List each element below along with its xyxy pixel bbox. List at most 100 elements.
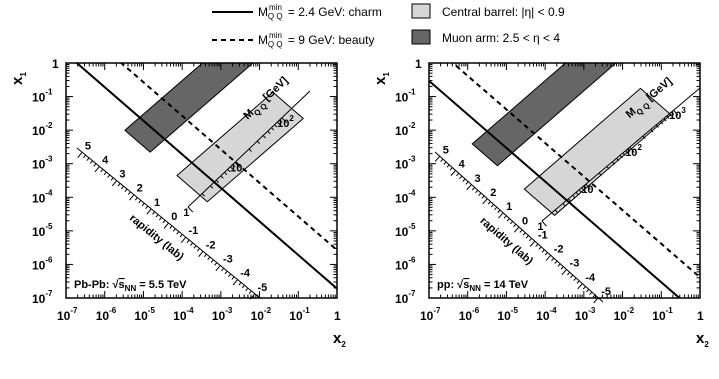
y-tick-label-exp: -7 [45, 289, 53, 298]
plot-area [75, 63, 337, 290]
rapidity-minor-tick [490, 204, 495, 208]
x-tick-label: 10-1 [652, 306, 673, 323]
mass-tick-label-base: 1 [537, 221, 543, 233]
mass-minor-tick [611, 161, 615, 165]
rapidity-minor-tick [158, 217, 162, 221]
rapidity-tick-label: -2 [206, 239, 216, 251]
mass-minor-tick [572, 194, 576, 199]
rapidity-tick-label: 2 [490, 187, 496, 199]
rapidity-tick-label: 1 [154, 197, 160, 209]
rapidity-tick [498, 212, 504, 219]
rapidity-tick-label: 5 [85, 140, 91, 152]
rapidity-minor-tick [224, 270, 228, 275]
mass-minor-tick [279, 119, 283, 123]
rapidity-tick-label: -4 [585, 272, 596, 284]
system-label: Pb-Pb: √sNN = 5.5 TeV [74, 279, 187, 293]
x-tick-label: 10-3 [575, 306, 596, 323]
x-tick-label: 10-2 [614, 306, 635, 323]
rapidity-minor-tick [107, 174, 111, 178]
x-tick-label-base: 10 [251, 309, 265, 323]
rapidity-minor-tick [248, 290, 252, 294]
y-tick-label-exp: -6 [408, 255, 416, 264]
rapidity-minor-tick [83, 154, 87, 159]
x-axis-title-sub: 2 [341, 340, 346, 349]
rapidity-tick-label: -4 [240, 268, 251, 280]
x-tick-label: 10-3 [212, 306, 233, 323]
rapidity-minor-tick [573, 277, 577, 281]
x-tick-label-base: 10 [173, 309, 187, 323]
rapidity-minor-tick [567, 271, 571, 276]
x-tick-label-base: 10 [212, 309, 226, 323]
x-tick-label-base: 10 [536, 309, 550, 323]
rapidity-minor-tick [245, 287, 249, 292]
legend-beauty-text: Mmin Q Q = 9 GeV: beauty [258, 31, 375, 49]
x-tick-label-exp: -7 [70, 306, 78, 315]
rapidity-minor-tick [519, 229, 523, 233]
rapidity-tick [434, 155, 441, 162]
rapidity-minor-tick [513, 223, 517, 228]
rapidity-minor-tick [506, 218, 510, 222]
mass-minor-tick [598, 172, 602, 176]
x-tick-label-exp: -5 [511, 306, 519, 315]
mass-minor-tick [256, 140, 261, 144]
x-tick-label-exp: -3 [588, 306, 596, 315]
mass-minor-tick [650, 129, 654, 133]
x-tick-label-exp: -4 [187, 306, 195, 315]
rapidity-tick-label: 4 [459, 159, 466, 171]
x-tick-label-base: 10 [420, 309, 434, 323]
rapidity-minor-tick [443, 161, 447, 165]
y-tick-label: 10-7 [395, 289, 416, 306]
system-label-post: = 14 TeV [481, 279, 529, 291]
mass-minor-tick [276, 121, 281, 125]
mass-minor-tick [663, 118, 667, 122]
x-tick-label: 10-7 [57, 306, 78, 323]
system-label-sqrt: s [463, 279, 469, 291]
mass-minor-tick [248, 148, 252, 152]
rapidity-tick-label: -2 [554, 244, 564, 256]
mass-tick-label-base: 10 [581, 184, 593, 196]
y-tick-label-exp: -5 [45, 222, 53, 231]
legend-muon-text: Muon arm: 2.5 < η < 4 [442, 31, 560, 45]
rapidity-tick-label: 3 [119, 169, 125, 181]
rapidity-minor-tick [117, 183, 121, 187]
rapidity-tick [466, 184, 472, 191]
rapidity-tick [146, 208, 152, 215]
y-tick-label-base: 10 [395, 124, 409, 138]
y-tick-label: 10-4 [32, 188, 53, 205]
rapidity-minor-tick [124, 188, 128, 193]
rapidity-tick [198, 250, 204, 258]
system-label-sub: NN [125, 284, 137, 293]
mass-tick-label: 1 [537, 221, 543, 233]
y-axis-title-sub: 1 [19, 72, 28, 77]
plot-area [429, 63, 700, 298]
plot-frame [428, 62, 701, 299]
threshold-line-charm [429, 80, 681, 298]
mass-minor-tick [578, 189, 582, 193]
threshold-line-beauty [451, 63, 700, 279]
rapidity-tick [593, 297, 599, 304]
mass-minor-tick [230, 166, 234, 170]
x-axis-title: x2 [333, 330, 346, 349]
x-tick-label: 10-7 [420, 306, 441, 323]
rapidity-minor-tick [465, 181, 469, 185]
system-label-post: = 5.5 TeV [136, 279, 187, 291]
y-tick-label-base: 10 [32, 292, 46, 306]
rapidity-tick-label: 0 [522, 215, 528, 227]
mass-minor-tick [271, 127, 275, 131]
x-tick-label-exp: -1 [666, 306, 674, 315]
rapidity-tick [577, 283, 583, 290]
y-tick-label-base: 10 [32, 191, 46, 205]
central-barrel-region [523, 87, 672, 216]
mass-minor-tick [616, 157, 620, 162]
rapidity-minor-tick [231, 276, 235, 280]
system-label: pp: √sNN = 14 TeV [437, 279, 529, 293]
rapidity-minor-tick [121, 185, 124, 190]
mass-tick-label-base: 10 [625, 147, 637, 159]
system-label-pre: Pb-Pb: [74, 279, 113, 291]
y-tick-label: 1 [415, 57, 422, 71]
y-tick-label-exp: -2 [45, 121, 53, 130]
mass-tick-label-base: 1 [183, 207, 189, 219]
mass-tick-label-exp: 2 [637, 143, 642, 152]
rapidity-tick [529, 240, 536, 247]
